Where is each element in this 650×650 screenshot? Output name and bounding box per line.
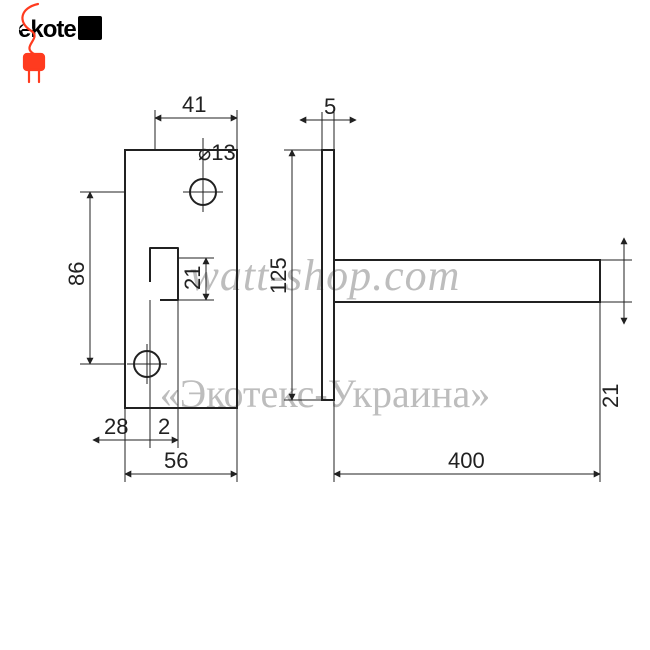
dim-height-86: 86 xyxy=(64,262,89,286)
dim-off-28: 28 xyxy=(104,414,128,439)
front-view: 41 ⌀13 86 21 28 2 56 xyxy=(64,92,237,482)
dim-width-56: 56 xyxy=(164,448,188,473)
side-view: 5 125 21 400 xyxy=(266,94,632,482)
dim-gap-2: 2 xyxy=(158,414,170,439)
dim-arm-400: 400 xyxy=(448,448,485,473)
dim-plate-5: 5 xyxy=(324,94,336,119)
dim-hook-21: 21 xyxy=(180,266,205,290)
plug-icon xyxy=(10,0,66,84)
dim-plate-125: 125 xyxy=(266,257,291,294)
dim-arm-21: 21 xyxy=(598,384,623,408)
dim-hole-dia: ⌀13 xyxy=(198,140,236,165)
drawing-svg: 41 ⌀13 86 21 28 2 56 5 xyxy=(0,0,650,650)
dim-top-width: 41 xyxy=(182,92,206,117)
